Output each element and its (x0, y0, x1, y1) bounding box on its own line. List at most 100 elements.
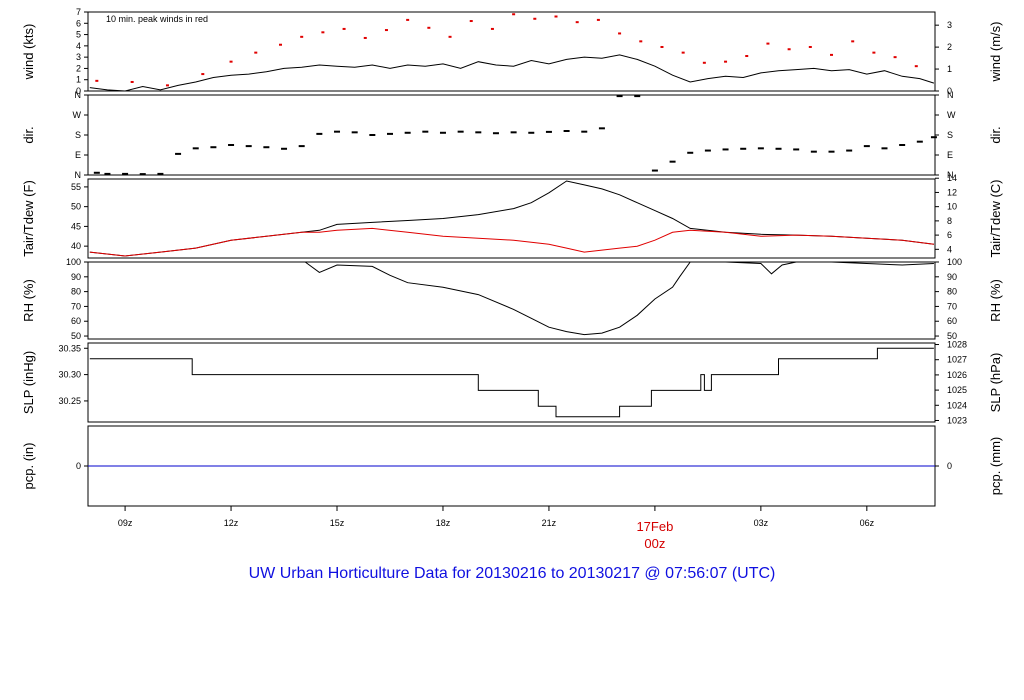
series-wind-sustained (89, 54, 935, 92)
xtick-label: 09z (118, 518, 133, 528)
ytick-right-label-dir: N (947, 90, 954, 100)
ytick-label-dir: W (73, 110, 82, 120)
ylabel-right-pcp: pcp. (mm) (988, 437, 1003, 496)
ytick-right-label-temp: 14 (947, 173, 957, 183)
direction-point (916, 140, 923, 143)
ytick-label-dir: N (75, 90, 82, 100)
ytick-right-label-dir: E (947, 150, 953, 160)
peak-wind-point (229, 60, 233, 63)
ylabel-wind: wind (kts) (21, 24, 36, 81)
ylabel-slp: SLP (inHg) (21, 351, 36, 414)
direction-point (334, 130, 341, 133)
peak-wind-point (427, 26, 431, 29)
peak-wind-point (914, 65, 918, 68)
ytick-label-temp: 55 (71, 182, 81, 192)
direction-point (492, 132, 499, 135)
direction-point (386, 132, 393, 135)
direction-point (104, 172, 111, 175)
direction-point (281, 147, 288, 150)
ytick-right-label-dir: S (947, 130, 953, 140)
direction-point (616, 95, 623, 98)
peak-wind-point (745, 55, 749, 58)
ytick-label-wind: 7 (76, 7, 81, 17)
direction-point (598, 127, 605, 130)
peak-wind-point (596, 18, 600, 21)
ytick-label-dir: S (75, 130, 81, 140)
direction-point (810, 150, 817, 153)
direction-point (316, 132, 323, 135)
panel-rh-frame (87, 261, 936, 340)
ylabel-temp: Tair/Tdew (F) (21, 180, 36, 257)
peak-wind-point (872, 51, 876, 54)
direction-point (122, 172, 129, 175)
peak-wind-point (533, 17, 537, 20)
ytick-label-temp: 45 (71, 221, 81, 231)
peak-wind-point (766, 42, 770, 45)
ytick-right-label-temp: 6 (947, 230, 952, 240)
peak-wind-point (575, 21, 579, 24)
ytick-right-label-wind: 0 (947, 86, 952, 96)
date-label: 17Feb (636, 519, 673, 534)
peak-wind-point (893, 56, 897, 59)
direction-point (793, 148, 800, 151)
direction-point (245, 145, 252, 148)
peak-wind-point (406, 18, 410, 21)
xtick-label: 15z (330, 518, 345, 528)
ytick-label-wind: 6 (76, 18, 81, 28)
ytick-right-label-temp: 12 (947, 187, 957, 197)
direction-point (846, 149, 853, 152)
direction-point (475, 131, 482, 134)
annotation-peak-winds: 10 min. peak winds in red (106, 14, 208, 24)
date-sublabel: 00z (644, 536, 665, 551)
peak-wind-point (618, 32, 622, 35)
panel-wind-frame (87, 11, 936, 92)
ytick-label-wind: 0 (76, 86, 81, 96)
direction-point (634, 95, 641, 98)
ytick-right-label-slp: 1025 (947, 385, 967, 395)
xtick-label: 12z (224, 518, 239, 528)
ytick-label-slp: 30.35 (58, 343, 81, 353)
direction-point (828, 150, 835, 153)
ytick-right-label-rh: 60 (947, 316, 957, 326)
peak-wind-point (254, 51, 258, 54)
peak-wind-point (554, 15, 558, 18)
peak-wind-point (469, 20, 473, 23)
ytick-label-wind: 5 (76, 30, 81, 40)
peak-wind-point (448, 35, 452, 38)
ytick-right-label-wind: 2 (947, 42, 952, 52)
series-temp-Tair (89, 180, 934, 257)
xtick-label: 18z (436, 518, 451, 528)
peak-wind-point (787, 48, 791, 51)
peak-wind-point (660, 45, 664, 48)
ytick-right-label-temp: 4 (947, 244, 952, 254)
direction-point (369, 134, 376, 136)
direction-point (687, 151, 694, 154)
figure-title: UW Urban Horticulture Data for 20130216 … (248, 565, 776, 582)
peak-wind-point (279, 43, 282, 46)
direction-point (422, 130, 429, 133)
direction-point (757, 147, 764, 150)
ytick-label-rh: 60 (71, 316, 81, 326)
direction-point (139, 173, 146, 176)
peak-wind-point (363, 36, 367, 39)
peak-wind-point (639, 40, 643, 43)
peak-wind-point (681, 51, 685, 54)
series-slp-SLP (89, 347, 934, 418)
peak-wind-point (130, 80, 134, 83)
ytick-right-label-slp: 1026 (947, 370, 967, 380)
ylabel-right-slp: SLP (hPa) (988, 353, 1003, 413)
ylabel-pcp: pcp. (in) (21, 443, 36, 490)
direction-point (263, 146, 270, 149)
ytick-right-label-rh: 50 (947, 331, 957, 341)
xtick-label: 21z (542, 518, 557, 528)
peak-wind-point (851, 40, 855, 43)
direction-point (740, 147, 747, 150)
ylabel-right-dir: dir. (988, 126, 1003, 143)
peak-wind-point (165, 84, 169, 87)
ytick-right-label-dir: N (947, 170, 954, 180)
ytick-label-wind: 3 (76, 52, 81, 62)
ytick-right-label-temp: 8 (947, 216, 952, 226)
ylabel-rh: RH (%) (21, 279, 36, 322)
ytick-label-wind: 1 (76, 75, 81, 85)
